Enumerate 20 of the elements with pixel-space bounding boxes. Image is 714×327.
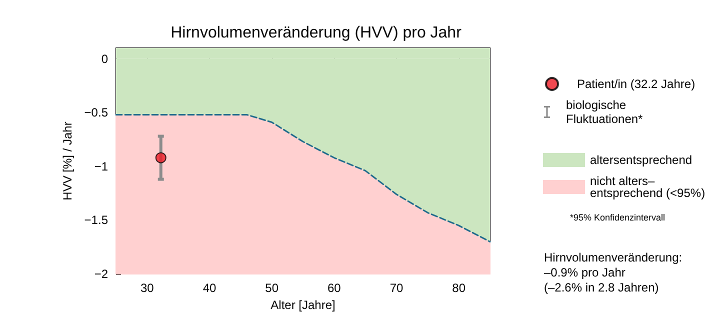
y-tick-label: −2 bbox=[94, 267, 108, 281]
text: biologische Fluktuationen* bbox=[566, 98, 643, 126]
x-tick-label: 40 bbox=[202, 281, 216, 295]
x-tick-label: 50 bbox=[265, 281, 279, 295]
y-tick-label: −0.5 bbox=[84, 106, 108, 120]
y-tick-label: −1 bbox=[94, 159, 108, 174]
x-tick-label: 30 bbox=[140, 281, 154, 295]
y-tick-label: −1.5 bbox=[84, 213, 108, 228]
x-axis-title: Alter [Jahre] bbox=[270, 298, 336, 312]
legend-label: Patient/in (32.2 Jahre) bbox=[577, 77, 696, 91]
x-tick-label: 70 bbox=[390, 281, 404, 295]
legend-label: altersentsprechend bbox=[590, 153, 692, 167]
text: *95% Konfidenzintervall bbox=[570, 212, 666, 222]
y-tick-label: 0 bbox=[101, 52, 108, 66]
legend-label: nicht alters– entsprechend (<95%) bbox=[590, 174, 706, 200]
text: Hirnvolumenveränderung: –0.9% pro Jahr (–2.6% in 2.8 Jahren) bbox=[544, 250, 682, 294]
chart-title: Hirnvolumenveränderung (HVV) pro Jahr bbox=[170, 24, 462, 42]
y-axis-title: HVV [%] / Jahr bbox=[60, 122, 74, 200]
x-tick-label: 60 bbox=[327, 281, 342, 295]
x-tick-label: 80 bbox=[452, 281, 466, 295]
